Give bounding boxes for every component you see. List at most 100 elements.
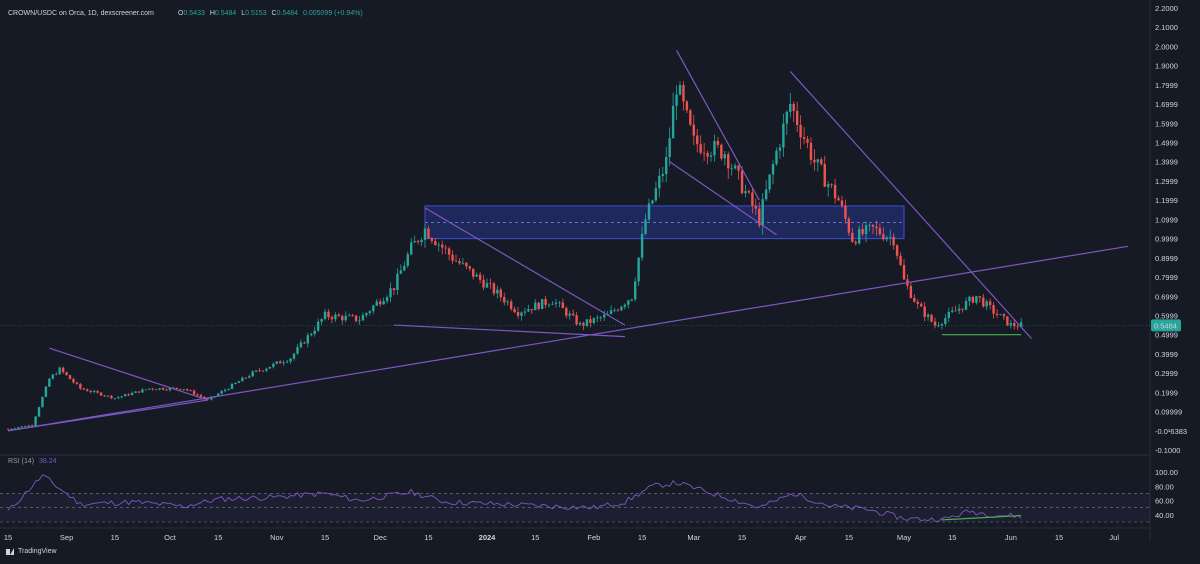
candle-body[interactable]: [716, 141, 720, 145]
candle-body[interactable]: [802, 137, 806, 140]
candle-body[interactable]: [723, 154, 726, 159]
candle-body[interactable]: [826, 184, 830, 187]
candle-body[interactable]: [299, 342, 303, 348]
candle-body[interactable]: [451, 254, 454, 261]
candle-body[interactable]: [1019, 322, 1023, 328]
candle-body[interactable]: [51, 374, 54, 379]
candle-body[interactable]: [988, 301, 992, 306]
candle-body[interactable]: [744, 191, 747, 194]
candle-body[interactable]: [940, 324, 944, 326]
candle-body[interactable]: [813, 159, 816, 163]
candle-body[interactable]: [347, 315, 351, 317]
candle-body[interactable]: [468, 266, 471, 269]
candle-body[interactable]: [375, 301, 378, 306]
candle-body[interactable]: [957, 308, 961, 311]
candle-body[interactable]: [248, 376, 251, 378]
candle-body[interactable]: [864, 225, 868, 235]
rsi-divergence-line[interactable]: [941, 514, 1022, 521]
candle-body[interactable]: [454, 260, 458, 262]
candle-body[interactable]: [192, 390, 196, 395]
candle-body[interactable]: [289, 358, 292, 362]
candle-body[interactable]: [809, 142, 813, 160]
candle-body[interactable]: [75, 382, 79, 384]
candle-body[interactable]: [82, 388, 86, 390]
candle-body[interactable]: [1006, 316, 1009, 326]
descending-resistance-line[interactable]: [789, 71, 1032, 339]
candle-body[interactable]: [282, 362, 285, 364]
candle-body[interactable]: [840, 200, 844, 206]
candle-body[interactable]: [44, 386, 48, 397]
candle-body[interactable]: [995, 313, 999, 315]
candle-body[interactable]: [554, 302, 558, 304]
candle-body[interactable]: [833, 184, 837, 199]
candle-body[interactable]: [378, 301, 382, 305]
candle-body[interactable]: [902, 265, 906, 280]
candle-body[interactable]: [175, 387, 179, 389]
candle-body[interactable]: [609, 310, 613, 314]
candle-body[interactable]: [37, 407, 41, 417]
candle-body[interactable]: [368, 311, 372, 314]
candle-body[interactable]: [861, 229, 864, 235]
candle-body[interactable]: [982, 297, 985, 307]
candle-body[interactable]: [427, 228, 430, 239]
candle-body[interactable]: [709, 155, 713, 157]
candle-body[interactable]: [234, 382, 237, 384]
candle-body[interactable]: [389, 288, 392, 298]
candle-body[interactable]: [223, 389, 227, 392]
candle-body[interactable]: [465, 262, 468, 267]
candle-body[interactable]: [303, 342, 306, 344]
candle-body[interactable]: [654, 188, 658, 201]
candle-body[interactable]: [565, 308, 568, 316]
candle-body[interactable]: [341, 316, 344, 321]
candle-body[interactable]: [485, 283, 489, 288]
candle-body[interactable]: [751, 192, 754, 206]
candle-body[interactable]: [285, 361, 289, 363]
candle-body[interactable]: [68, 375, 72, 380]
candle-body[interactable]: [692, 124, 695, 136]
candle-body[interactable]: [55, 374, 58, 376]
candle-body[interactable]: [768, 174, 771, 190]
candle-body[interactable]: [640, 234, 644, 258]
candle-body[interactable]: [337, 314, 341, 317]
candle-body[interactable]: [182, 389, 185, 390]
wedge-lower-line[interactable]: [393, 324, 625, 338]
candle-body[interactable]: [1009, 323, 1013, 326]
candle-body[interactable]: [568, 313, 571, 316]
candle-body[interactable]: [141, 389, 144, 393]
candle-body[interactable]: [10, 428, 13, 430]
candle-body[interactable]: [199, 395, 203, 397]
candle-body[interactable]: [496, 289, 499, 294]
candle-body[interactable]: [682, 85, 685, 102]
candle-body[interactable]: [237, 381, 241, 383]
candle-body[interactable]: [72, 379, 75, 383]
candle-body[interactable]: [727, 154, 730, 169]
candle-body[interactable]: [699, 144, 702, 153]
candle-body[interactable]: [771, 164, 775, 175]
candle-body[interactable]: [537, 302, 540, 309]
candle-body[interactable]: [268, 366, 272, 369]
candle-body[interactable]: [530, 309, 534, 311]
candle-body[interactable]: [279, 361, 282, 364]
candle-body[interactable]: [99, 392, 103, 396]
candle-body[interactable]: [330, 317, 334, 320]
candle-body[interactable]: [503, 297, 506, 303]
candle-body[interactable]: [385, 297, 389, 302]
candle-body[interactable]: [168, 387, 172, 390]
candle-body[interactable]: [858, 229, 861, 244]
candle-body[interactable]: [110, 395, 113, 399]
candle-body[interactable]: [730, 168, 733, 170]
candle-body[interactable]: [520, 312, 523, 316]
candle-body[interactable]: [785, 111, 789, 124]
candle-body[interactable]: [678, 85, 682, 95]
resistance-zone[interactable]: [424, 205, 905, 240]
candle-body[interactable]: [506, 301, 509, 303]
channel-lower-line[interactable]: [669, 161, 777, 236]
candle-body[interactable]: [527, 309, 530, 312]
candle-body[interactable]: [509, 301, 513, 310]
candle-body[interactable]: [472, 268, 475, 277]
candle-body[interactable]: [706, 153, 709, 157]
candle-body[interactable]: [764, 189, 768, 200]
candle-body[interactable]: [740, 170, 744, 194]
candle-body[interactable]: [665, 156, 668, 174]
candle-body[interactable]: [737, 165, 740, 171]
